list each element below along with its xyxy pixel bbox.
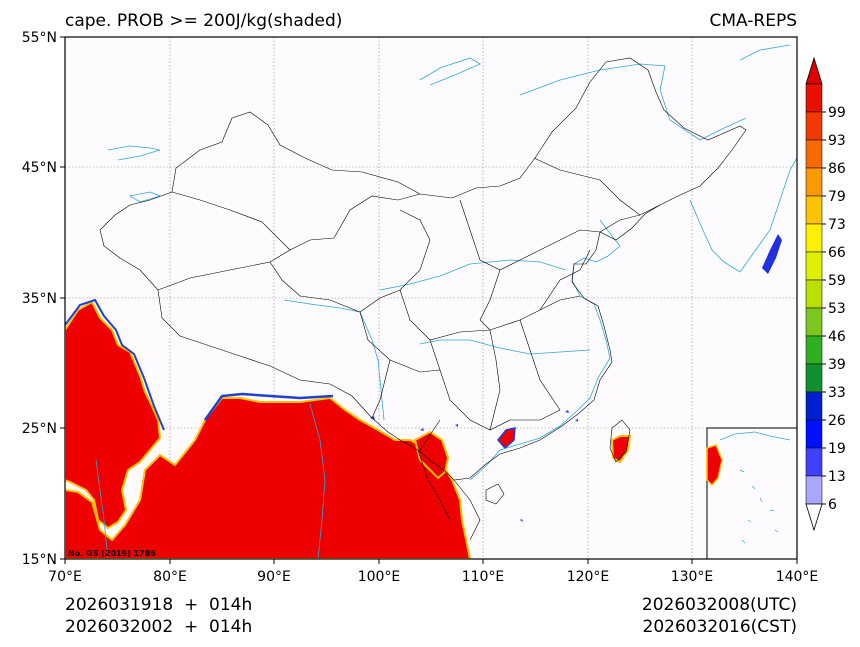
init-time-cst: 2026032002 + 014h <box>65 617 252 637</box>
colorbar-segment <box>805 391 823 421</box>
shade-region-india-edge <box>65 298 165 431</box>
inset-coast <box>719 431 791 544</box>
colorbar-segment <box>805 223 823 253</box>
y-axis: 55°N 45°N 35°N 25°N 15°N <box>22 30 65 568</box>
shade-region-guangdong <box>497 427 516 450</box>
map-approval-number: No. GS (2019) 1786 <box>68 549 156 558</box>
colorbar-segment <box>805 419 823 449</box>
colorbar-label: 93 <box>828 133 846 149</box>
south-china-sea-inset <box>706 427 797 559</box>
shade-region-indochina <box>413 430 450 480</box>
colorbar-label: 33 <box>828 385 846 401</box>
map-content: No. GS (2019) 1786 <box>65 37 797 559</box>
y-tick-label: 55°N <box>22 30 57 46</box>
colorbar-segment <box>805 167 823 197</box>
admin-borders <box>99 57 747 541</box>
shade-region-taiwan <box>610 435 632 464</box>
colorbar-max-extend <box>805 56 823 85</box>
y-tick-label: 45°N <box>22 160 57 176</box>
x-tick-label: 90°E <box>257 569 291 585</box>
valid-time-utc: 2026032008(UTC) <box>642 595 797 615</box>
colorbar-label: 73 <box>828 217 846 233</box>
colorbar-segment <box>805 279 823 309</box>
colorbar-segment <box>805 447 823 477</box>
x-tick-label: 70°E <box>48 569 82 585</box>
shade-region-south-india <box>65 396 472 559</box>
colorbar-label: 19 <box>828 441 846 457</box>
colorbar-label: 79 <box>828 189 846 205</box>
colorbar-label: 86 <box>828 161 846 177</box>
colorbar-min-extend <box>805 503 823 532</box>
plot-title: cape. PROB >= 200J/kg(shaded) <box>65 11 342 31</box>
colorbar-label: 66 <box>828 245 846 261</box>
colorbar-label: 46 <box>828 329 846 345</box>
y-tick-label: 35°N <box>22 291 57 307</box>
x-tick-label: 110°E <box>462 569 505 585</box>
shade-region-japan <box>762 234 782 274</box>
colorbar-segment <box>805 251 823 281</box>
colorbar-segment <box>805 139 823 169</box>
x-tick-label: 100°E <box>358 569 401 585</box>
y-tick-label: 25°N <box>22 421 57 437</box>
colorbar-segment <box>805 307 823 337</box>
shade-region-india <box>65 300 162 530</box>
cape-probability-shading <box>65 234 782 559</box>
x-tick-label: 120°E <box>567 569 610 585</box>
colorbar-label: 59 <box>828 273 846 289</box>
x-tick-label: 140°E <box>776 569 819 585</box>
colorbar-label: 26 <box>828 413 846 429</box>
x-axis: 70°E 80°E 90°E 100°E 110°E 120°E 130°E 1… <box>48 559 818 585</box>
colorbar-label: 13 <box>828 469 846 485</box>
init-time-utc: 2026031918 + 014h <box>65 595 252 615</box>
colorbar: 99 93 86 79 73 66 59 53 46 39 33 26 19 13 6 <box>805 56 846 532</box>
colorbar-label: 53 <box>828 301 846 317</box>
colorbar-segment <box>805 111 823 141</box>
colorbar-label: 6 <box>828 497 837 513</box>
colorbar-label: 99 <box>828 105 846 121</box>
colorbar-segment <box>805 475 823 505</box>
colorbar-label: 39 <box>828 357 846 373</box>
valid-time-cst: 2026032016(CST) <box>643 617 797 637</box>
china-outline <box>99 57 747 481</box>
colorbar-segment <box>805 195 823 225</box>
y-tick-label: 15°N <box>22 552 57 568</box>
x-tick-label: 80°E <box>153 569 187 585</box>
shade-region-bay-edge <box>203 392 334 421</box>
x-tick-label: 130°E <box>671 569 714 585</box>
model-name: CMA-REPS <box>709 11 797 31</box>
colorbar-segment <box>805 335 823 365</box>
colorbar-segment <box>805 363 823 393</box>
colorbar-segment <box>805 83 823 113</box>
rivers-coastlines <box>95 44 797 559</box>
